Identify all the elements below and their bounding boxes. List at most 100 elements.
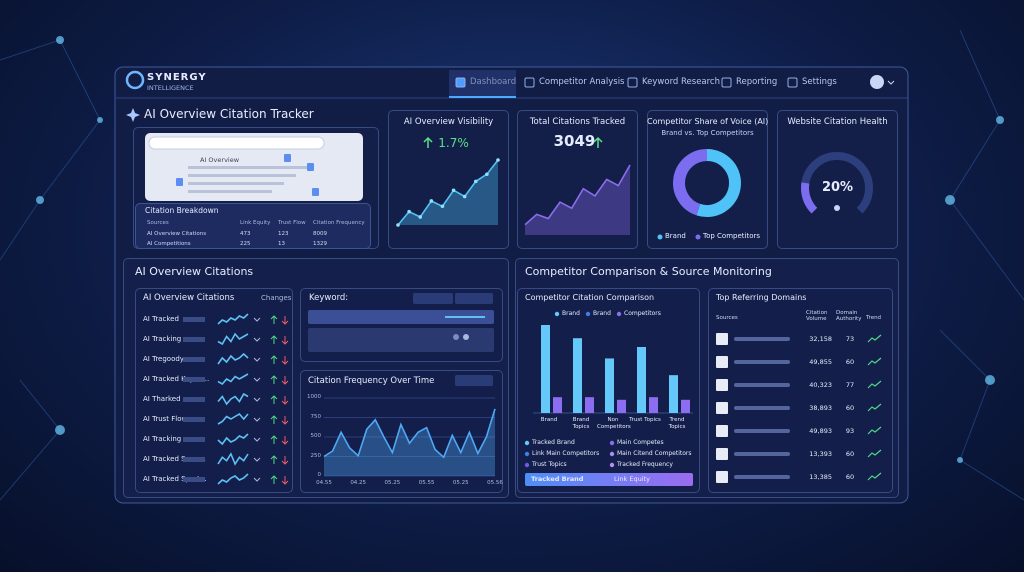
gauge-hub: [834, 205, 840, 211]
site-icon: [716, 379, 728, 391]
visibility-point: [485, 172, 489, 177]
legend-dot: [616, 311, 622, 317]
toggle: [463, 334, 469, 340]
table-header: Citation Volume: [806, 310, 828, 322]
section-title: AI Overview Citations: [135, 265, 254, 278]
row-chevron: [253, 457, 261, 462]
bar: [541, 325, 550, 413]
legend-label: Tracked Frequency: [617, 461, 673, 468]
donut-segment: [673, 149, 708, 216]
chart-title: Citation Frequency Over Time: [308, 376, 435, 386]
row-sparkline: [217, 373, 249, 386]
legend-dot: [609, 462, 615, 468]
y-tick-label: 750: [310, 413, 322, 420]
legend-label: Trust Topics: [532, 461, 567, 468]
nav-item[interactable]: Keyword Research: [642, 77, 720, 87]
snippet-title: AI Overview: [200, 156, 240, 164]
visibility-line-area: [398, 160, 498, 225]
toggle: [453, 334, 459, 340]
list-row-label: AI Tracked Spart...: [143, 475, 207, 483]
x-tick-label: Brand: [540, 417, 558, 423]
visibility-point: [473, 179, 478, 184]
comparison-footer: [525, 473, 693, 486]
gauge-track: [801, 152, 873, 214]
keyword-row: [308, 328, 494, 352]
bar: [681, 399, 690, 413]
row-sparkline: [217, 392, 249, 406]
row-chevron: [253, 417, 261, 422]
frequency-line-area: [324, 408, 495, 476]
down-arrow: [281, 316, 289, 325]
volume-cell: 49,893: [809, 427, 832, 435]
volume-cell: 13,393: [809, 450, 832, 458]
nav-item[interactable]: Settings: [802, 77, 837, 87]
legend-label: Tracked Brand: [532, 439, 575, 446]
tracker-title: AI Overview Citation Tracker: [144, 107, 314, 121]
row-sparkline: [217, 313, 249, 325]
visibility-card: [388, 110, 509, 249]
up-arrow: [270, 355, 278, 364]
sparkle-icon: [126, 108, 140, 122]
label-blur: [183, 337, 205, 342]
list-row-label: AI Tregoody: [143, 355, 184, 363]
logo-name: SYNERGY: [147, 72, 207, 83]
bar: [573, 338, 582, 413]
breakdown-cell: 473: [240, 231, 251, 237]
site-name-blur: [734, 452, 790, 456]
x-tick-label: Trend Topics: [668, 417, 686, 430]
label-blur: [183, 417, 205, 422]
legend-label: Link Main Competitors: [532, 450, 600, 457]
up-arrow: [593, 136, 603, 148]
y-tick-label: 250: [310, 452, 322, 459]
trend-icon: [867, 357, 882, 366]
row-chevron: [253, 317, 261, 322]
label-blur: [183, 377, 205, 382]
up-arrow: [270, 455, 278, 464]
site-icon: [716, 425, 728, 437]
frequency-line: [323, 408, 496, 459]
legend-label: Brand: [665, 232, 686, 240]
site-icon: [716, 356, 728, 368]
volume-cell: 38,893: [809, 404, 832, 412]
keyword-title: Keyword:: [309, 293, 349, 303]
table-header: Sources: [716, 315, 738, 321]
trend-icon: [867, 380, 882, 389]
breakdown-card: [135, 203, 371, 249]
nav-item[interactable]: Reporting: [736, 77, 778, 87]
site-name-blur: [734, 475, 790, 479]
snippet-line: [188, 174, 296, 177]
volume-cell: 32,158: [809, 335, 832, 343]
snippet-line: [188, 190, 272, 193]
legend-label: Brand: [593, 310, 611, 317]
bar: [553, 397, 562, 413]
legend-label: Main Competes: [617, 439, 664, 446]
down-arrow: [281, 376, 289, 385]
nav-icon: [524, 77, 535, 88]
site-name-blur: [734, 406, 790, 410]
keyword-button: [455, 293, 493, 304]
up-arrow: [270, 395, 278, 404]
legend-dot: [554, 311, 560, 317]
row-sparkline: [217, 412, 249, 425]
keyword-input: [308, 310, 494, 324]
nav-item[interactable]: Competitor Analysis: [539, 77, 625, 87]
legend-dot: [524, 451, 530, 457]
row-chevron: [253, 377, 261, 382]
table-title: Top Referring Domains: [716, 293, 807, 302]
gauge-label: 20%: [821, 180, 854, 195]
logo-icon: [125, 70, 145, 90]
donut-segment: [696, 149, 741, 217]
breakdown-cell: 225: [240, 241, 251, 247]
x-tick-label: 05.25: [384, 480, 401, 486]
share-card: [647, 110, 768, 249]
card-title: Website Citation Health: [787, 117, 888, 127]
row-sparkline: [217, 433, 249, 446]
table-header: Domain Authority: [836, 310, 862, 322]
visibility-point: [407, 209, 411, 214]
nav-icon: [455, 77, 466, 88]
site-name-blur: [734, 383, 790, 387]
list-row-label: AI Tracked Keyen...: [143, 375, 210, 383]
authority-cell: 93: [845, 427, 855, 435]
breakdown-header: Citation Frequency: [313, 220, 365, 226]
